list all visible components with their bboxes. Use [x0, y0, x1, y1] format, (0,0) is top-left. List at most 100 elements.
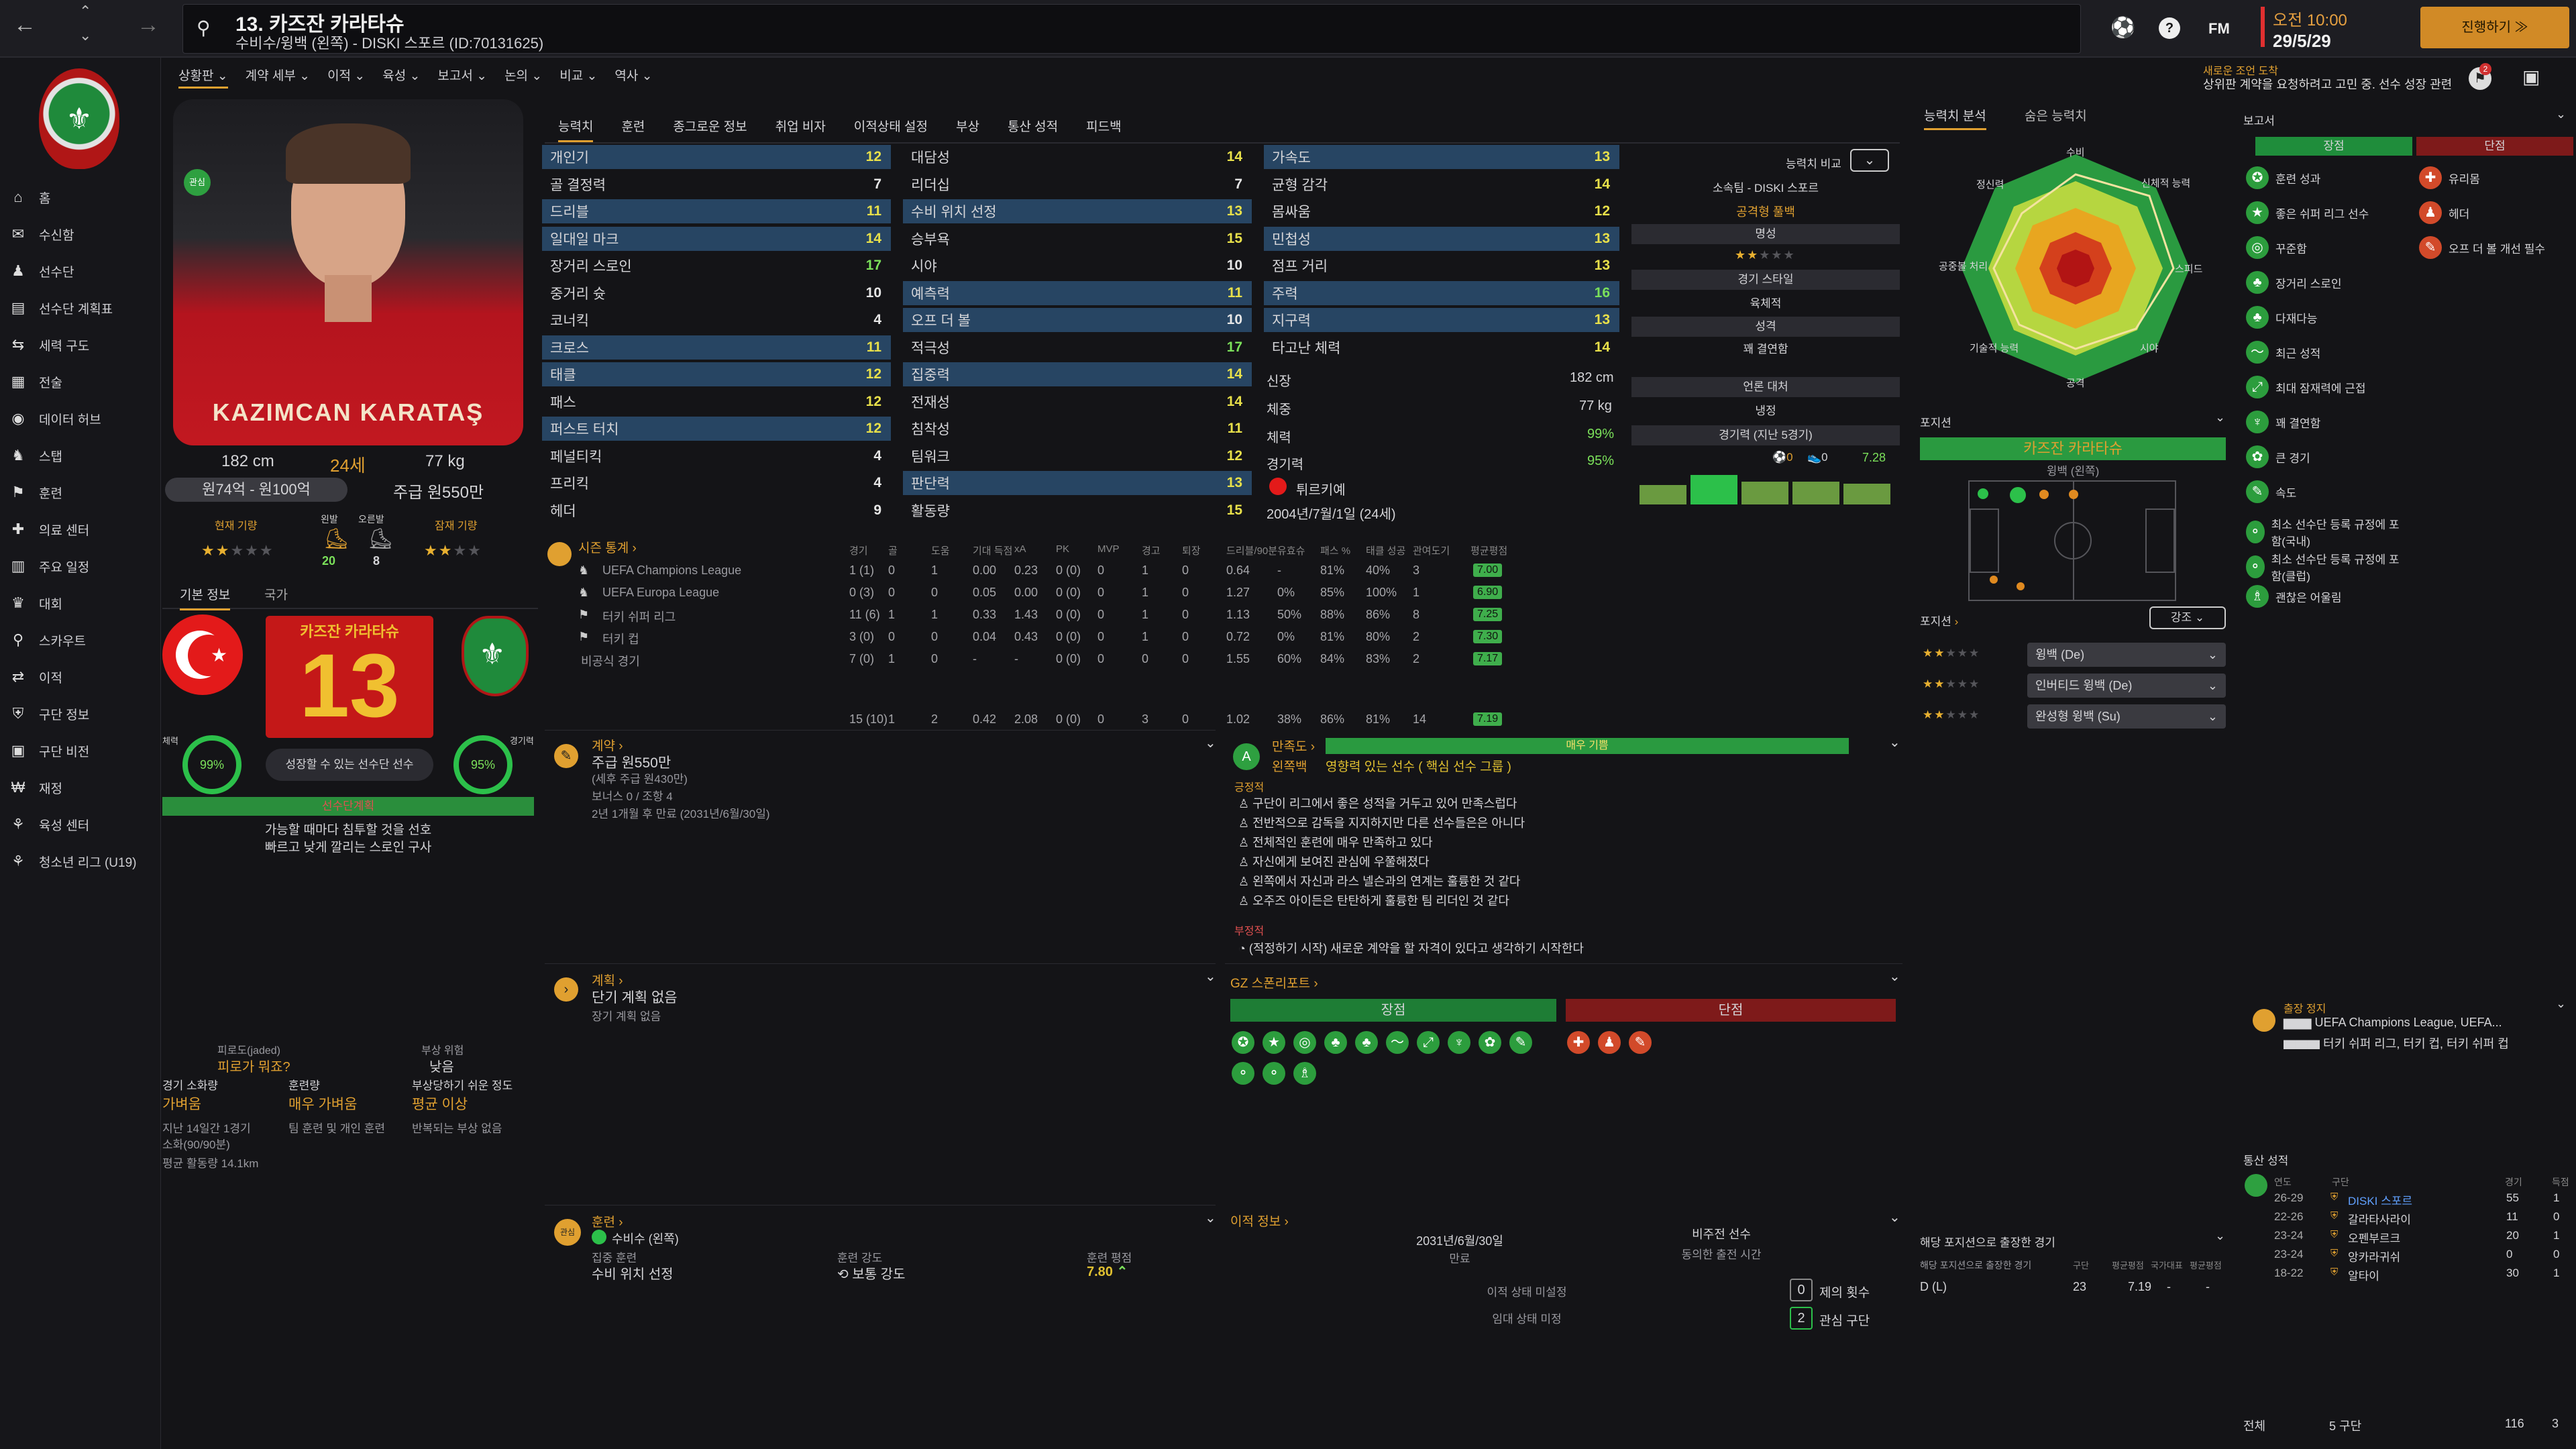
- sidebar-item[interactable]: ⇄ 이적: [9, 663, 62, 690]
- attribute-row[interactable]: 승부욕 15: [903, 227, 1252, 251]
- attribute-row[interactable]: 가속도 13: [1264, 145, 1619, 169]
- role-row[interactable]: ★★★★★ 인버티드 윙백 (De) ⌄: [1920, 672, 2226, 699]
- position-chevron-icon[interactable]: ⌄: [2215, 411, 2226, 424]
- tab-analysis[interactable]: 능력치 분석: [1924, 106, 1986, 130]
- bio-nation[interactable]: 튀르키예: [1296, 483, 1346, 498]
- season-row[interactable]: 비공식 경기 7 (0) 1 0 - - 0 (0) 0 0 0 1.55 60% 84% 83% 2 7.1…: [545, 648, 1900, 669]
- report-chevron-icon[interactable]: ⌄: [2556, 107, 2567, 121]
- sidebar-item[interactable]: ♟ 선수단: [9, 258, 74, 284]
- tab-item[interactable]: 취업 비자: [775, 120, 826, 134]
- season-row[interactable]: ⚑ 터키 컵 3 (0) 0 0 0.04 0.43 0 (0) 0 1 0 0.72 0% 81% 80%…: [545, 626, 1900, 647]
- attribute-row[interactable]: 전재성 14: [903, 390, 1252, 414]
- sidebar-item[interactable]: ▦ 전술: [9, 368, 62, 395]
- subnav-item[interactable]: 육성 ⌄: [382, 69, 421, 83]
- attribute-row[interactable]: 몸싸움 12: [1264, 199, 1619, 223]
- tab-item[interactable]: 부상: [955, 120, 979, 134]
- chevron-down-icon[interactable]: ⌄: [79, 27, 92, 44]
- attribute-row[interactable]: 대담성 14: [903, 145, 1252, 169]
- compare-dropdown[interactable]: ⌄: [1850, 149, 1889, 172]
- career-row[interactable]: 23-24 ⛨ 앙카라귀쉬 0 0: [2241, 1248, 2569, 1267]
- attribute-row[interactable]: 중거리 슛 10: [542, 281, 891, 305]
- season-row[interactable]: ♞ UEFA Champions League 1 (1) 0 1 0.00 0.23 0 (…: [545, 559, 1900, 581]
- attribute-row[interactable]: 침착성 11: [903, 417, 1252, 441]
- attribute-row[interactable]: 집중력 14: [903, 362, 1252, 386]
- transfer-title[interactable]: 이적 정보 ›: [1230, 1215, 1289, 1229]
- season-title[interactable]: 시즌 통계 ›: [578, 541, 637, 555]
- contract-title[interactable]: 계약 ›: [592, 739, 623, 753]
- career-row[interactable]: 26-29 ⛨ DISKI 스포르 55 1: [2241, 1191, 2569, 1210]
- subnav-item[interactable]: 비교 ⌄: [559, 69, 598, 83]
- sidebar-item[interactable]: ⚑ 훈련: [9, 479, 62, 506]
- sidebar-item[interactable]: ▣ 구단 비전: [9, 737, 90, 764]
- sidebar-item[interactable]: ♞ 스탭: [9, 442, 62, 469]
- career-row[interactable]: 22-26 ⛨ 갈라타사라이 11 0: [2241, 1210, 2569, 1229]
- attribute-row[interactable]: 주력 16: [1264, 280, 1619, 305]
- attribute-row[interactable]: 민첩성 13: [1264, 226, 1619, 251]
- sidebar-item[interactable]: ⇆ 세력 구도: [9, 331, 89, 358]
- tab-item[interactable]: 피드백: [1086, 120, 1122, 134]
- player-value[interactable]: 원74억 - 원100억: [165, 478, 347, 502]
- attribute-row[interactable]: 프리킥 4: [542, 471, 891, 495]
- sidebar-item[interactable]: ▥ 주요 일정: [9, 553, 90, 580]
- club-logo[interactable]: ⚜: [39, 68, 119, 169]
- subnav-item[interactable]: 보고서 ⌄: [437, 69, 488, 83]
- position-games-chevron-icon[interactable]: ⌄: [2215, 1229, 2226, 1242]
- tab-basic-info[interactable]: 기본 정보: [180, 585, 231, 610]
- plan-chevron-icon[interactable]: ⌄: [1205, 969, 1216, 984]
- attribute-row[interactable]: 페널티킥 4: [542, 444, 891, 468]
- sidebar-item[interactable]: ⌂ 홈: [9, 184, 50, 211]
- attribute-row[interactable]: 개인기 12: [542, 145, 891, 169]
- sidebar-item[interactable]: ◉ 데이터 허브: [9, 405, 101, 432]
- sidebar-item[interactable]: ♛ 대회: [9, 590, 62, 616]
- continue-button[interactable]: 진행하기 ≫: [2420, 7, 2569, 48]
- attribute-row[interactable]: 지구력 13: [1264, 308, 1619, 332]
- attribute-row[interactable]: 태클 12: [542, 362, 891, 386]
- happiness-chevron-icon[interactable]: ⌄: [1889, 735, 1900, 750]
- role-dropdown[interactable]: 윙백 (De) ⌄: [2027, 643, 2226, 667]
- role-row[interactable]: ★★★★★ 윙백 (De) ⌄: [1920, 641, 2226, 668]
- attribute-row[interactable]: 헤더 9: [542, 498, 891, 523]
- attribute-row[interactable]: 패스 12: [542, 390, 891, 414]
- tab-item[interactable]: 이적상태 설정: [853, 120, 928, 134]
- attribute-row[interactable]: 리더십 7: [903, 172, 1252, 197]
- attribute-row[interactable]: 오프 더 볼 10: [903, 308, 1252, 332]
- tab-item[interactable]: 능력치: [558, 117, 594, 142]
- attribute-row[interactable]: 점프 거리 13: [1264, 254, 1619, 278]
- plan-title[interactable]: 계획 ›: [592, 974, 623, 988]
- attribute-row[interactable]: 타고난 체력 14: [1264, 335, 1619, 360]
- highlight-dropdown[interactable]: 강조 ⌄: [2149, 606, 2226, 629]
- tab-item[interactable]: 훈련: [621, 120, 645, 134]
- sidebar-item[interactable]: ▤ 선수단 계획표: [9, 294, 113, 321]
- attribute-row[interactable]: 골 결정력 7: [542, 172, 891, 197]
- scout-chevron-icon[interactable]: ⌄: [1889, 969, 1900, 984]
- sidebar-item[interactable]: ₩ 재정: [9, 774, 62, 801]
- subnav-item[interactable]: 논의 ⌄: [504, 69, 543, 83]
- attribute-row[interactable]: 크로스 11: [542, 335, 891, 360]
- training-title[interactable]: 훈련 ›: [592, 1216, 623, 1230]
- attribute-row[interactable]: 퍼스트 터치 12: [542, 417, 891, 441]
- attribute-row[interactable]: 균형 감각 14: [1264, 172, 1619, 197]
- attribute-row[interactable]: 장거리 스로인 17: [542, 254, 891, 278]
- attribute-row[interactable]: 팀워크 12: [903, 444, 1252, 468]
- search-icon[interactable]: ⚲: [197, 17, 211, 38]
- interest-badge[interactable]: 관심: [184, 169, 211, 196]
- back-icon[interactable]: ←: [13, 12, 36, 38]
- attribute-row[interactable]: 예측력 11: [903, 280, 1252, 305]
- subnav-item[interactable]: 계약 세부 ⌄: [245, 69, 311, 83]
- news-text[interactable]: 상위판 계약을 요청하려고 고민 중. 선수 성장 관련: [2203, 78, 2453, 91]
- attribute-row[interactable]: 일대일 마크 14: [542, 226, 891, 251]
- tab-item[interactable]: 종그로운 정보: [673, 120, 747, 134]
- attribute-row[interactable]: 코너킥 4: [542, 308, 891, 332]
- season-row[interactable]: ♞ UEFA Europa League 0 (3) 0 0 0.05 0.00 0 (0) 0…: [545, 582, 1900, 603]
- chevron-up-icon[interactable]: ⌃: [79, 3, 92, 19]
- fm-logo[interactable]: FM: [2208, 20, 2230, 37]
- attribute-row[interactable]: 시야 10: [903, 254, 1252, 278]
- career-row[interactable]: 23-24 ⛨ 오펜부르크 20 1: [2241, 1229, 2569, 1248]
- interested-label[interactable]: 관심 구단: [1819, 1314, 1870, 1328]
- interested-count[interactable]: 2: [1790, 1307, 1813, 1330]
- attribute-row[interactable]: 판단력 13: [903, 471, 1252, 495]
- help-icon[interactable]: ?: [2159, 17, 2180, 39]
- tab-hidden[interactable]: 숨은 능력치: [2025, 109, 2087, 123]
- sidebar-item[interactable]: ✚ 의료 센터: [9, 516, 89, 543]
- screen-icon[interactable]: ▣: [2522, 66, 2540, 87]
